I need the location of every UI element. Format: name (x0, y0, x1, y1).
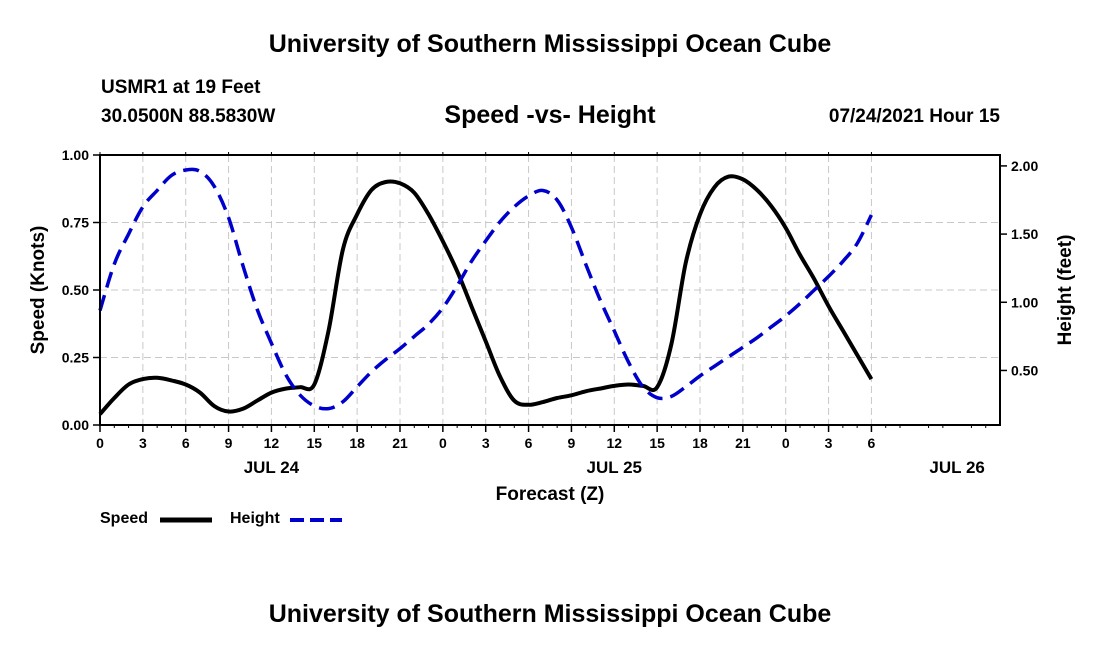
series-layer (98, 167, 874, 416)
legend-height-label: Height (230, 510, 280, 527)
y2-tick-label: 2.00 (1011, 158, 1038, 174)
y2-tick-label: 1.00 (1011, 294, 1038, 310)
x-date-label: JUL 26 (929, 458, 984, 477)
chart-main-title: University of Southern Mississippi Ocean… (268, 30, 832, 58)
y2-tick-label: 1.50 (1011, 226, 1038, 242)
x-tick-label: 6 (868, 435, 876, 451)
station-label: USMR1 at 19 Feet (101, 77, 261, 98)
y2-tick-label: 0.50 (1011, 362, 1038, 378)
legend-speed-label: Speed (100, 510, 149, 527)
x-tick-label: 0 (439, 435, 447, 451)
x-date-label: JUL 25 (587, 458, 642, 477)
y-tick-label: 0.00 (62, 417, 89, 433)
y-tick-label: 0.75 (62, 215, 89, 231)
x-tick-label: 6 (525, 435, 533, 451)
x-tick-label: 21 (735, 435, 751, 451)
x-tick-label: 3 (825, 435, 833, 451)
x-date-label: JUL 24 (244, 458, 300, 477)
y-tick-label: 0.25 (62, 350, 89, 366)
chart-axes: 0 3 6 9 12 15 18 21 0 3 6 9 12 15 18 21 0 3 6 JUL 24 JUL 25 J… (28, 147, 1076, 505)
x-tick-label: 3 (482, 435, 490, 451)
series-line-speed (98, 174, 874, 416)
y2-axis-title: Height (feet) (1055, 235, 1076, 346)
x-tick-label: 18 (349, 435, 365, 451)
x-tick-label: 9 (568, 435, 576, 451)
x-tick-label: 12 (606, 435, 622, 451)
y-axis-title: Speed (Knots) (28, 226, 49, 355)
x-tick-label: 0 (782, 435, 790, 451)
x-tick-label: 15 (306, 435, 322, 451)
forecast-datetime: 07/24/2021 Hour 15 (828, 106, 1000, 127)
y-tick-label: 0.50 (62, 282, 89, 298)
x-tick-label: 6 (182, 435, 190, 451)
x-tick-label: 18 (692, 435, 708, 451)
x-tick-label: 21 (392, 435, 408, 451)
x-tick-label: 3 (139, 435, 147, 451)
x-axis-title: Forecast (Z) (496, 484, 605, 505)
chart-subtitle: Speed -vs- Height (444, 101, 656, 129)
station-coordinates: 30.0500N 88.5830W (101, 106, 276, 127)
x-tick-label: 9 (225, 435, 233, 451)
x-tick-label: 0 (96, 435, 104, 451)
y-tick-label: 1.00 (62, 147, 89, 163)
chart-grid (100, 155, 1000, 425)
x-tick-label: 12 (264, 435, 280, 451)
footer-title: University of Southern Mississippi Ocean… (268, 600, 832, 628)
series-line-height (98, 167, 873, 411)
x-tick-label: 15 (649, 435, 665, 451)
